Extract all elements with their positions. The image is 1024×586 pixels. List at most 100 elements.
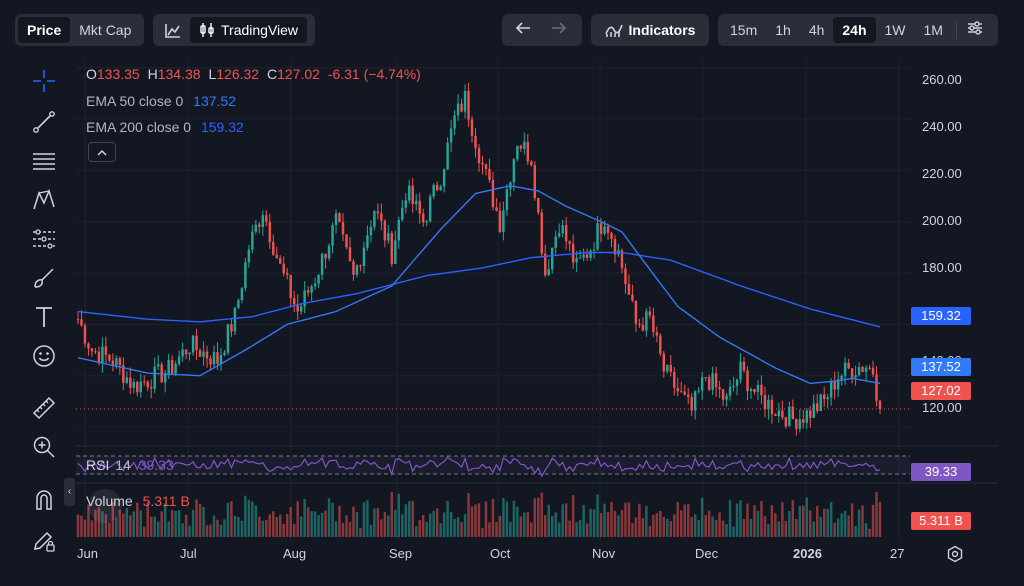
candle [115,358,118,366]
candle [76,319,80,321]
volume-bar [683,504,686,537]
volume-bar [840,513,843,537]
volume-bar [700,497,704,537]
magnet-tool[interactable] [29,485,59,515]
candles-icon [200,23,214,37]
smiley-icon [33,345,55,367]
pattern-tool[interactable] [29,185,59,215]
candle [474,135,477,149]
prediction-tool[interactable] [29,224,59,254]
candle [411,185,414,205]
measure-tool[interactable] [29,393,59,423]
collapse-legend-button[interactable] [88,142,116,162]
candle [822,394,826,400]
candle [299,306,303,312]
volume-bar [439,523,442,537]
mktcap-tab[interactable]: Mkt Cap [79,22,132,38]
volume-bar [139,510,142,537]
line-chart-icon [165,24,180,39]
volume-bar [571,495,575,537]
candle [568,241,571,244]
candle [233,307,237,332]
volume-bar [795,519,798,537]
zoom-tool[interactable] [29,432,59,462]
candle [163,373,167,383]
interval-1w[interactable]: 1W [884,22,906,38]
volume-bar [362,502,366,537]
volume-bar [313,511,317,537]
collapse-toolbar-button[interactable]: ‹ [64,478,75,506]
fib-tool[interactable] [29,146,59,176]
tradingview-button[interactable]: TradingView [190,17,308,43]
forward-button[interactable] [541,17,577,43]
candle [704,377,707,379]
candle [285,273,289,275]
candle [871,367,875,375]
high-label: H [147,66,158,82]
crosshair-tool[interactable] [29,66,59,96]
volume-bar [805,497,808,537]
brush-tool[interactable] [29,263,59,293]
volume-bar [662,516,666,537]
candle [87,343,90,349]
interval-4h[interactable]: 4h [808,22,825,38]
volume-bar [87,504,90,537]
magnet-icon [36,490,52,510]
candle [725,395,728,400]
rsi-axis-label: 39.33 [911,463,971,481]
candle [292,298,296,305]
interval-24h[interactable]: 24h [833,17,876,43]
volume-bar [397,493,401,537]
x-tick: 2026 [793,546,822,561]
volume-bar [94,509,97,537]
volume-bar [303,499,306,537]
volume-bar [610,502,613,537]
volume-bar [763,516,767,537]
indicators-button[interactable]: Indicators [591,14,709,46]
candle [603,226,606,234]
emoji-tool[interactable] [29,341,59,371]
interval-group: 15m 1h 4h 24h 1W 1M [718,14,998,46]
volume-bar [721,520,725,537]
volume-bar [732,526,735,537]
candle [306,290,310,293]
volume-bar [627,502,631,537]
ema50-legend: EMA 50 close 0 137.52 [86,93,236,109]
volume-bar [240,520,244,537]
line-chart-button[interactable] [156,17,190,43]
price-tab[interactable]: Price [18,17,71,43]
interval-1m[interactable]: 1M [923,22,943,38]
candle [390,233,394,264]
volume-bar [875,492,878,537]
candle [226,324,230,353]
trendline-tool[interactable] [29,107,59,137]
volume-bar [788,510,791,537]
indicators-label: Indicators [628,22,696,38]
settings-button[interactable] [961,17,989,43]
volume-bar [537,497,540,537]
volume-bar [561,504,564,537]
volume-bar [146,502,149,537]
interval-15m[interactable]: 15m [730,22,758,38]
candle [589,250,592,258]
candle [575,257,578,263]
volume-bar [746,503,749,537]
chart-settings-button[interactable] [944,543,966,565]
candle [610,232,613,240]
candle [683,391,686,395]
ohlc-legend: O133.35 H134.38 L126.32 C127.02 -6.31 (−… [86,66,421,82]
volume-bar [306,507,310,537]
volume-bar [624,502,627,537]
candle [753,388,756,392]
interval-1h[interactable]: 1h [775,22,791,38]
text-tool[interactable] [29,302,59,332]
x-tick: Jul [180,546,197,561]
y-tick: 200.00 [922,213,962,228]
volume-bar [739,500,742,537]
high-value: 134.38 [157,66,201,82]
back-button[interactable] [505,17,541,43]
volume-bar [156,521,160,537]
lock-drawings-tool[interactable] [29,526,59,556]
rsi-line [77,456,881,478]
